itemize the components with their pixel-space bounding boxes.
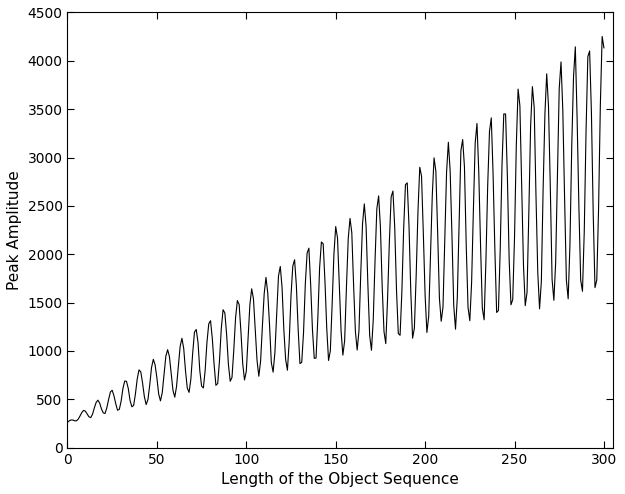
Y-axis label: Peak Amplitude: Peak Amplitude <box>7 170 22 290</box>
X-axis label: Length of the Object Sequence: Length of the Object Sequence <box>221 472 459 487</box>
